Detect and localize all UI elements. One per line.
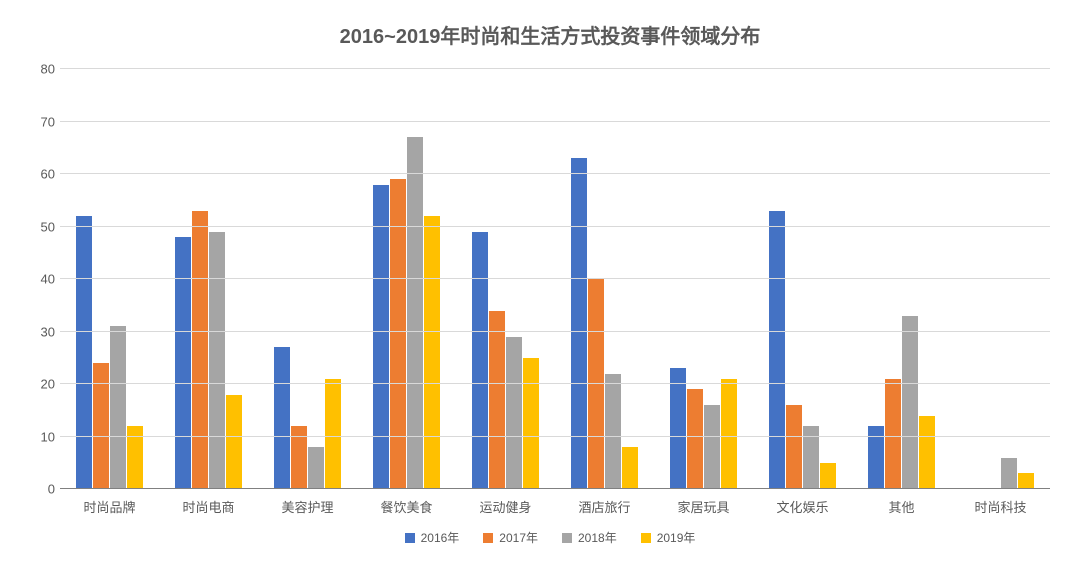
category-group	[654, 69, 753, 489]
category-group	[555, 69, 654, 489]
y-tick-label: 20	[25, 377, 55, 392]
legend-swatch	[641, 533, 651, 543]
bar	[605, 374, 621, 490]
bar	[192, 211, 208, 489]
grid-line	[60, 331, 1050, 332]
y-tick-label: 70	[25, 114, 55, 129]
category-group	[357, 69, 456, 489]
bar	[820, 463, 836, 489]
grid-line	[60, 278, 1050, 279]
y-tick-label: 30	[25, 324, 55, 339]
bar	[209, 232, 225, 489]
bar	[902, 316, 918, 489]
bars-area	[60, 69, 1050, 489]
category-group	[753, 69, 852, 489]
x-axis-label: 其他	[852, 497, 951, 516]
bar	[489, 311, 505, 490]
y-tick-label: 10	[25, 429, 55, 444]
x-axis-label: 文化娱乐	[753, 497, 852, 516]
bar	[76, 216, 92, 489]
bar	[506, 337, 522, 489]
bar	[588, 279, 604, 489]
y-tick-label: 50	[25, 219, 55, 234]
chart-container: 2016~2019年时尚和生活方式投资事件领域分布 01020304050607…	[0, 0, 1080, 561]
bar	[110, 326, 126, 489]
bar	[885, 379, 901, 489]
bar	[308, 447, 324, 489]
legend-item: 2017年	[483, 529, 538, 546]
grid-line	[60, 436, 1050, 437]
bar	[373, 185, 389, 490]
bar	[670, 368, 686, 489]
bar	[1018, 473, 1034, 489]
grid-line	[60, 226, 1050, 227]
legend-swatch	[483, 533, 493, 543]
bar	[325, 379, 341, 489]
bar	[523, 358, 539, 489]
x-axis-baseline	[60, 488, 1050, 489]
plot-area: 01020304050607080 时尚品牌时尚电商美容护理餐饮美食运动健身酒店…	[60, 69, 1050, 489]
x-axis-label: 酒店旅行	[555, 497, 654, 516]
bar	[1001, 458, 1017, 490]
legend-label: 2019年	[657, 529, 696, 546]
bar	[175, 237, 191, 489]
y-axis: 01020304050607080	[25, 69, 55, 489]
bar	[472, 232, 488, 489]
bar	[786, 405, 802, 489]
bar	[687, 389, 703, 489]
category-group	[159, 69, 258, 489]
bar	[919, 416, 935, 490]
bar	[226, 395, 242, 490]
y-tick-label: 0	[25, 482, 55, 497]
bar	[274, 347, 290, 489]
grid-line	[60, 173, 1050, 174]
legend-item: 2016年	[405, 529, 460, 546]
legend-swatch	[405, 533, 415, 543]
x-axis-label: 餐饮美食	[357, 497, 456, 516]
x-axis-label: 时尚电商	[159, 497, 258, 516]
bar	[571, 158, 587, 489]
grid-line	[60, 383, 1050, 384]
category-group	[852, 69, 951, 489]
legend-item: 2018年	[562, 529, 617, 546]
bar	[721, 379, 737, 489]
bar	[93, 363, 109, 489]
category-group	[258, 69, 357, 489]
legend-swatch	[562, 533, 572, 543]
bar	[622, 447, 638, 489]
x-axis-labels: 时尚品牌时尚电商美容护理餐饮美食运动健身酒店旅行家居玩具文化娱乐其他时尚科技	[60, 497, 1050, 516]
y-tick-label: 80	[25, 62, 55, 77]
legend-item: 2019年	[641, 529, 696, 546]
bar	[769, 211, 785, 489]
legend: 2016年 2017年 2018年 2019年	[50, 529, 1050, 546]
legend-label: 2016年	[421, 529, 460, 546]
y-tick-label: 40	[25, 272, 55, 287]
bar	[424, 216, 440, 489]
legend-label: 2018年	[578, 529, 617, 546]
x-axis-label: 时尚品牌	[60, 497, 159, 516]
x-axis-label: 运动健身	[456, 497, 555, 516]
legend-label: 2017年	[499, 529, 538, 546]
chart-title: 2016~2019年时尚和生活方式投资事件领域分布	[50, 20, 1050, 49]
grid-line	[60, 121, 1050, 122]
x-axis-label: 家居玩具	[654, 497, 753, 516]
x-axis-label: 时尚科技	[951, 497, 1050, 516]
category-group	[456, 69, 555, 489]
bar	[704, 405, 720, 489]
category-group	[951, 69, 1050, 489]
x-axis-label: 美容护理	[258, 497, 357, 516]
category-group	[60, 69, 159, 489]
y-tick-label: 60	[25, 167, 55, 182]
grid-line	[60, 68, 1050, 69]
